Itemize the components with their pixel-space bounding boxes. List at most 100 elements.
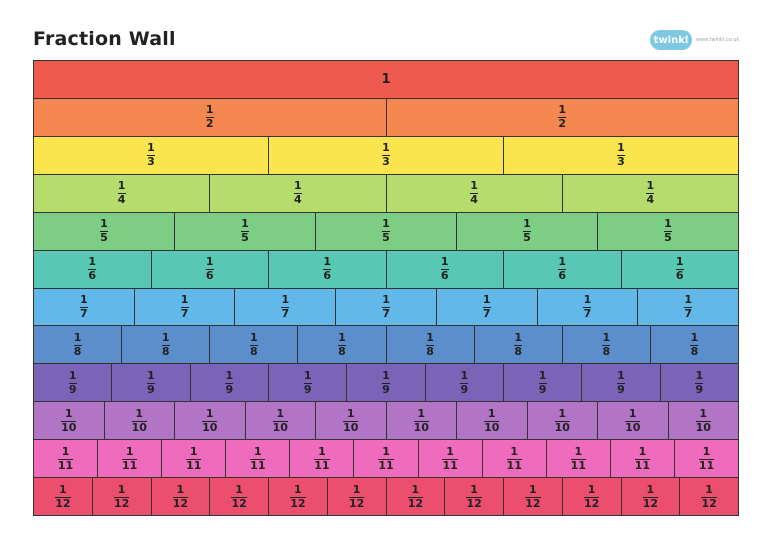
fraction-bar [426,344,435,346]
fraction-row-12: 1 12 1 12 1 12 1 12 1 12 1 12 1 12 1 12 1 12 1 12 1 12 1 12 [34,478,738,516]
numerator: 1 [574,444,583,458]
fraction-bar [100,231,108,233]
fraction-label: 1 11 [442,445,458,472]
fraction-bar [514,344,523,346]
fraction-bar [343,420,359,422]
fraction-bar [293,193,302,195]
denominator: 7 [382,306,390,320]
fraction-cell: 1 11 [418,440,483,478]
fraction-bar [382,306,391,308]
denominator: 11 [634,458,651,472]
fraction-bar [570,458,586,460]
fraction-bar [407,496,424,498]
numerator: 1 [628,406,637,420]
fraction-bar [323,269,332,271]
fraction-bar [460,382,469,384]
numerator: 1 [294,179,302,193]
fraction-label: 1 12 [290,483,306,510]
fraction-label: 1 10 [554,406,570,434]
fraction-bar [205,117,214,119]
denominator: 12 [290,496,306,510]
numerator: 1 [558,406,567,420]
fraction-bar [525,496,541,498]
denominator: 7 [482,306,491,320]
numerator: 1 [346,406,355,420]
fraction-bar [675,269,684,271]
fraction-cell: 1 10 [245,402,316,440]
numerator: 1 [514,330,523,344]
fraction-cell: 1 10 [175,402,246,440]
denominator: 10 [343,420,359,434]
fraction-bar [538,382,547,384]
numerator: 1 [382,444,390,458]
fraction-bar [225,382,234,384]
fraction-bar [602,344,611,346]
denominator: 12 [407,496,424,510]
denominator: 9 [225,382,234,396]
fraction-bar [161,344,170,346]
numerator: 1 [705,482,713,496]
denominator: 10 [272,420,288,434]
fraction-label: 1 12 [113,483,130,510]
fraction-label: 1 12 [407,483,424,510]
denominator: 10 [61,420,77,434]
fraction-bar [698,458,715,460]
numerator: 1 [487,406,496,420]
numerator: 1 [147,368,155,382]
fraction-bar [470,193,479,195]
fraction-label: 1 12 [701,482,717,510]
fraction-label: 1 12 [348,482,365,510]
numerator: 1 [68,368,77,382]
fraction-bar [695,420,711,422]
denominator: 12 [113,496,130,510]
fraction-bar [231,496,247,498]
denominator: 5 [382,231,390,245]
fraction-label: 1 10 [343,406,359,434]
fraction-bar [634,458,651,460]
numerator: 1 [205,255,214,269]
fraction-bar [73,344,82,346]
fraction-bar [701,496,717,498]
fraction-cell: 1 12 [386,478,446,516]
fraction-label: 1 10 [61,407,77,434]
fraction-bar [690,344,699,346]
numerator: 1 [529,482,537,496]
fraction-cell: 1 11 [162,440,227,478]
fraction-label: 1 11 [121,445,138,472]
fraction-cell: 1 11 [34,440,99,478]
fraction-bar [272,420,288,422]
fraction-cell: 1 10 [386,402,457,440]
denominator: 11 [506,458,522,472]
fraction-cell: 1 10 [668,402,738,440]
denominator: 9 [382,382,390,396]
denominator: 5 [100,231,108,245]
numerator: 1 [583,292,592,306]
fraction-bar [413,420,429,422]
denominator: 11 [186,458,202,472]
fraction-cell: 1 12 [327,478,387,516]
fraction-bar [180,306,189,308]
numerator: 1 [352,482,361,496]
numerator: 1 [61,444,70,458]
